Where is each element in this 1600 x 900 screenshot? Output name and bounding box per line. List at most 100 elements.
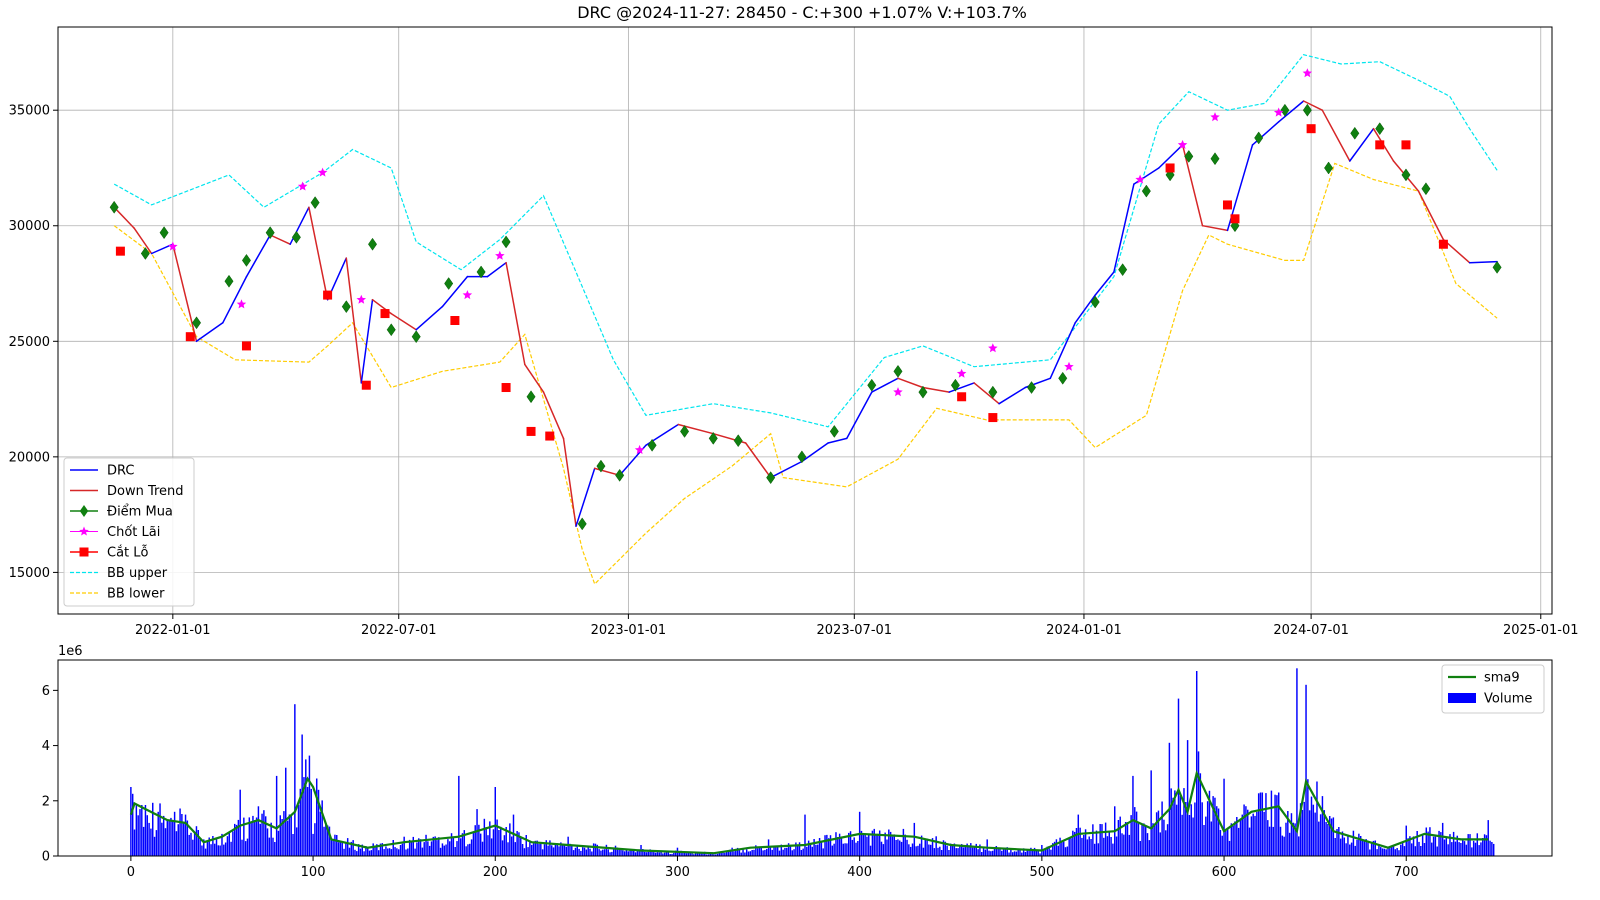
volume-bar <box>939 846 941 856</box>
volume-bar <box>1463 841 1466 856</box>
volume-bar <box>490 838 493 856</box>
volume-bar <box>294 704 296 856</box>
volume-bar <box>412 836 415 856</box>
volume-y-axis: 0 2 4 6 <box>42 684 58 865</box>
volume-bar <box>1265 793 1267 856</box>
volume-legend-label: sma9 <box>1484 671 1520 686</box>
volume-bar <box>1261 792 1264 856</box>
volume-bar <box>186 820 189 856</box>
volume-bar <box>693 854 695 856</box>
volume-bar <box>853 837 855 856</box>
take-profit-marker <box>317 167 328 177</box>
volume-bar <box>1277 792 1280 856</box>
buy-point-marker <box>1090 295 1100 309</box>
volume-bar <box>1301 809 1304 856</box>
volume-bar <box>970 843 972 856</box>
stop-loss-marker <box>380 309 390 319</box>
volume-bar <box>955 848 957 856</box>
volume-bar <box>549 840 551 856</box>
volume-bar <box>1332 817 1335 856</box>
volume-bar <box>1190 804 1192 856</box>
volume-bar <box>450 833 453 856</box>
volume-bar <box>793 849 795 856</box>
volume-bar <box>235 824 238 856</box>
volume-bar <box>1403 846 1406 856</box>
volume-plot-frame <box>57 659 1553 857</box>
price-legend: DRC Down Trend Điểm Mua Chốt Lãi Cắt Lỗ BB up… <box>63 457 195 607</box>
volume-bar <box>361 844 363 856</box>
volume-bar <box>478 824 480 856</box>
volume-bar <box>957 848 959 856</box>
buy-point-marker <box>1421 182 1431 196</box>
volume-bar <box>820 842 823 856</box>
volume-bar <box>306 787 309 856</box>
volume-bar <box>981 852 983 856</box>
volume-bar <box>1108 830 1110 856</box>
volume-bar <box>572 850 575 856</box>
volume-bar <box>224 842 227 856</box>
volume-bar <box>243 817 245 856</box>
buy-point-marker <box>766 471 776 485</box>
volume-bar <box>452 836 455 856</box>
volume-bar <box>651 851 653 856</box>
volume-bar <box>1436 846 1438 856</box>
volume-bar <box>1175 804 1178 856</box>
volume-bar <box>1383 848 1386 856</box>
volume-bar <box>1350 842 1353 856</box>
take-profit-marker <box>1135 174 1145 184</box>
volume-bar <box>139 809 141 856</box>
volume-bar <box>1061 840 1063 856</box>
volume-bar <box>669 854 671 856</box>
volume-bar <box>1161 801 1163 856</box>
volume-bar <box>434 836 436 856</box>
volume-bar <box>988 850 990 856</box>
volume-bar <box>1090 839 1092 856</box>
volume-bar <box>277 830 280 856</box>
volume-bar <box>1001 850 1003 856</box>
volume-x-tick-label: 500 <box>1029 865 1054 880</box>
volume-bar <box>237 819 240 856</box>
buy-point-marker <box>867 378 877 392</box>
volume-bar <box>1440 832 1442 856</box>
volume-bar <box>223 844 225 856</box>
volume-bar <box>472 833 475 856</box>
downtrend-segment <box>1417 190 1445 241</box>
volume-bar <box>1055 839 1058 856</box>
volume-bar <box>317 789 320 856</box>
volume-bar <box>840 838 843 856</box>
volume-bar <box>201 845 203 856</box>
volume-bar <box>534 840 537 856</box>
volume-bar <box>1491 842 1493 856</box>
volume-bar <box>197 830 200 856</box>
volume-bar <box>866 836 868 856</box>
volume-bar <box>571 846 573 856</box>
volume-bar <box>758 847 761 856</box>
volume-bar <box>481 841 484 856</box>
volume-bar <box>1369 849 1371 856</box>
volume-bar <box>416 842 418 856</box>
buy-point-marker <box>159 226 169 240</box>
volume-bar <box>567 836 569 856</box>
price-segment <box>998 386 1027 405</box>
volume-bar <box>305 759 307 856</box>
buy-point-marker <box>1254 131 1264 145</box>
volume-bar <box>1241 814 1243 856</box>
volume-bar <box>1057 845 1059 856</box>
downtrend-segment <box>897 377 924 389</box>
volume-legend-label: Volume <box>1484 692 1532 707</box>
volume-x-tick-label: 700 <box>1394 865 1419 880</box>
take-profit-marker <box>988 343 998 353</box>
volume-bar <box>643 851 646 856</box>
volume-bar <box>274 842 276 856</box>
volume-bar <box>516 831 518 856</box>
volume-bar <box>383 849 385 856</box>
volume-bar <box>665 852 668 856</box>
volume-bar <box>543 844 546 856</box>
downtrend-segment <box>390 312 417 331</box>
volume-bar <box>596 844 599 856</box>
volume-bar <box>175 831 178 856</box>
volume-bar <box>1172 797 1174 856</box>
price-segment <box>222 275 248 324</box>
